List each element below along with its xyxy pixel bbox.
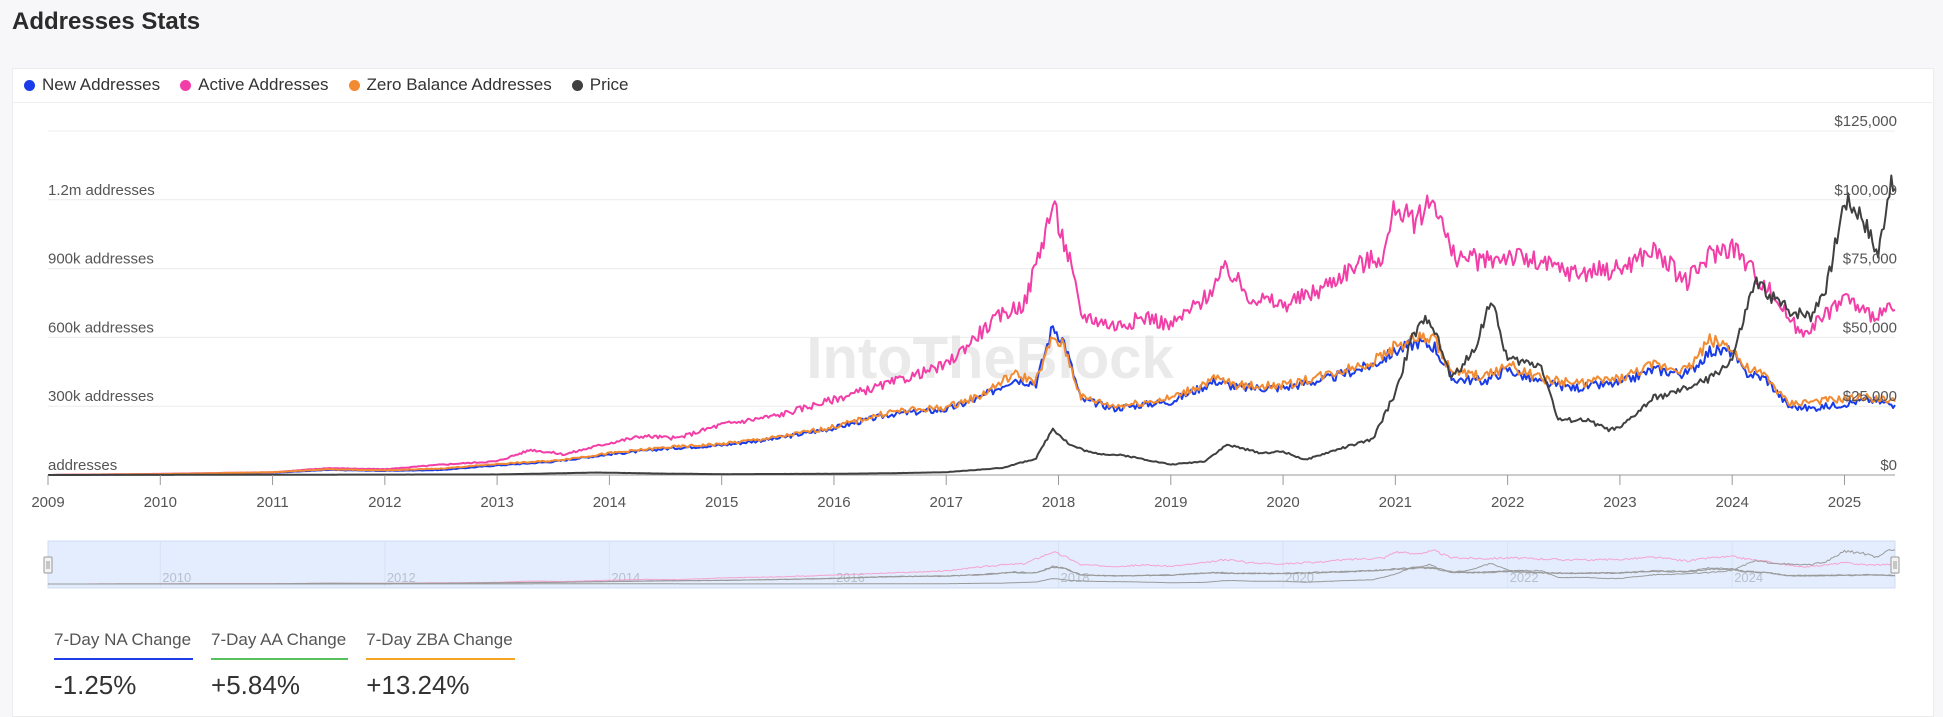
navigator-range-selection [47,540,1896,589]
chart-series [48,174,1896,476]
series-line-price [48,174,1896,476]
x-tick-label: 2014 [593,494,626,511]
series-line-zero-balance-addresses [48,331,1896,476]
legend-label-price: Price [589,75,629,94]
navigator-tick-label: 2024 [1734,570,1763,585]
x-tick-label: 2022 [1491,494,1524,511]
y-left-tick-label: 300k addresses [48,388,154,405]
metric-label-na: 7-Day NA Change [54,630,194,660]
chart-canvas[interactable]: IntoTheBlock $0 $25,000 $50,000 $75,000 $100… [0,0,1943,620]
chart-grid [48,130,1895,476]
y-left-tick-label: 1.2m addresses [48,182,155,199]
x-tick-label: 2021 [1379,494,1412,511]
metric-value-na: -1.25% [54,670,137,700]
legend-label-zero-balance: Zero Balance Addresses [366,75,552,94]
x-tick-label: 2025 [1828,494,1861,511]
y-right-tick-label: $25,000 [1843,388,1897,405]
x-tick-label: 2013 [480,494,513,511]
legend-item-active-addresses[interactable]: Active Addresses [180,75,329,95]
navigator-right-handle[interactable] [1890,556,1900,574]
metric-na-change: 7-Day NA Change -1.25% [54,630,194,701]
metrics-row: 7-Day NA Change -1.25% 7-Day AA Change +… [54,630,515,701]
legend-divider [12,102,1932,103]
y-right-tick-label: $75,000 [1843,251,1897,268]
x-tick-label: 2011 [256,494,288,511]
y-right-tick-label: $100,000 [1834,182,1897,199]
legend-dot-active-addresses [180,79,192,91]
y-left-tick-label: addresses [48,457,117,474]
y-right-tick-label: $125,000 [1834,113,1897,130]
legend-dot-new-addresses [24,79,35,91]
x-tick-label: 2012 [368,494,401,511]
metric-label-zba: 7-Day ZBA Change [366,630,515,660]
watermark: IntoTheBlock [806,326,1174,391]
legend-dot-zero-balance [348,79,360,91]
navigator-tick-label: 2014 [611,570,640,585]
page-title: Addresses Stats [12,8,201,35]
chart-axes: $0 $25,000 $50,000 $75,000 $100,000 $125,000 a… [31,113,1897,511]
metric-value-aa: +5.84% [211,670,300,700]
y-right-tick-label: $0 [1880,457,1897,474]
range-navigator: 2010 2012 2014 2016 2018 2020 2022 2024 [43,540,1900,589]
navigator-tick-label: 2012 [387,570,416,585]
navigator-tick-label: 2010 [162,570,191,585]
metric-label-aa: 7-Day AA Change [211,630,349,660]
legend-label-new-addresses: New Addresses [42,75,161,94]
y-left-tick-label: 600k addresses [48,319,154,336]
chart-card [12,68,1934,717]
legend-item-new-addresses[interactable]: New Addresses [24,75,160,95]
metric-zba-change: 7-Day ZBA Change +13.24% [366,630,515,701]
x-tick-label: 2016 [817,494,850,511]
navigator-series-line [48,548,1896,585]
x-tick-label: 2024 [1716,494,1749,511]
x-tick-label: 2009 [31,494,64,511]
x-tick-label: 2023 [1603,494,1636,511]
legend-item-zero-balance-addresses[interactable]: Zero Balance Addresses [348,75,552,95]
y-right-tick-label: $50,000 [1843,319,1897,336]
x-tick-label: 2020 [1266,494,1299,511]
x-tick-label: 2017 [930,494,963,511]
legend-dot-price [571,79,583,91]
x-tick-label: 2019 [1154,494,1187,511]
x-tick-label: 2018 [1042,494,1075,511]
legend: New Addresses Active Addresses Zero Bala… [24,68,648,102]
metric-aa-change: 7-Day AA Change +5.84% [211,630,349,701]
navigator-series-line [48,566,1896,585]
legend-item-price[interactable]: Price [571,75,629,95]
x-tick-label: 2015 [705,494,738,511]
x-tick-label: 2010 [144,494,177,511]
navigator-tick-label: 2022 [1510,570,1539,585]
y-left-tick-label: 900k addresses [48,251,154,268]
legend-label-active-addresses: Active Addresses [198,75,329,94]
metric-value-zba: +13.24% [366,670,470,700]
navigator-left-handle[interactable] [43,556,53,574]
